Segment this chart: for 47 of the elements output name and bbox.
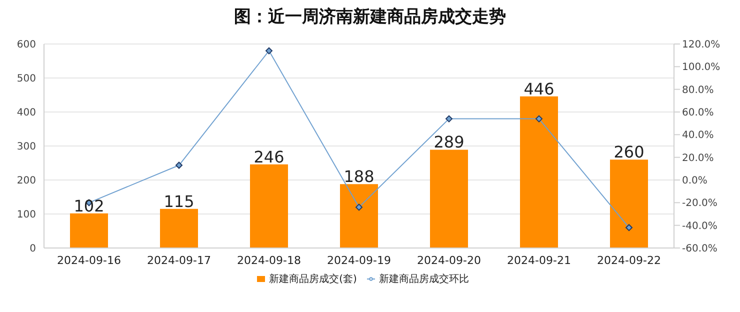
data-label: 188 [344, 167, 374, 186]
y2-tick-label: 20.0% [682, 152, 714, 164]
y2-tick-label: -20.0% [682, 198, 718, 210]
x-tick-label: 2024-09-21 [507, 254, 571, 267]
legend-label: 新建商品房成交(套) [269, 274, 357, 285]
x-tick-label: 2024-09-22 [597, 254, 661, 267]
point [176, 162, 182, 169]
y-tick-label: 200 [16, 176, 36, 187]
y-tick-label: 600 [16, 40, 36, 51]
point [266, 47, 272, 54]
point [626, 224, 632, 232]
y2-tick-label: 100.0% [682, 62, 720, 74]
y2-tick-label: 60.0% [682, 108, 714, 119]
bar [70, 213, 108, 248]
x-tick-label: 2024-09-17 [147, 254, 211, 267]
data-label: 102 [74, 196, 104, 216]
y2-tick-label: 0.0% [682, 176, 708, 187]
x-tick-label: 2024-09-20 [417, 254, 481, 267]
chart-title: 图：近一周济南新建商品房成交走势 [233, 6, 507, 29]
y2-tick-label: 120.0% [682, 40, 720, 51]
y-tick-label: 500 [16, 74, 36, 85]
y-tick-label: 0 [30, 244, 36, 255]
data-label: 246 [254, 147, 284, 166]
y-tick-label: 400 [16, 108, 36, 119]
data-label: 115 [164, 192, 194, 211]
bar [340, 184, 378, 248]
bar [160, 208, 198, 248]
data-label: 446 [524, 79, 554, 98]
bar [430, 150, 468, 248]
bar [610, 160, 648, 248]
point [446, 115, 452, 122]
x-tick-label: 2024-09-16 [57, 254, 121, 267]
y2-tick-label: 40.0% [682, 130, 714, 142]
bar [520, 96, 558, 248]
data-label: 260 [614, 142, 644, 162]
legend-label: 新建商品房成交环比 [378, 274, 469, 285]
y-tick-label: 300 [16, 142, 36, 153]
data-label: 289 [434, 132, 464, 152]
x-tick-label: 2024-09-18 [237, 254, 301, 267]
y-tick-label: 100 [16, 210, 36, 221]
bar [250, 164, 288, 248]
y2-tick-label: 80.0% [682, 84, 714, 96]
point [356, 204, 362, 211]
x-tick-label: 2024-09-19 [327, 254, 391, 267]
y2-tick-label: -60.0% [682, 244, 718, 255]
y2-tick-label: -40.0% [682, 220, 718, 232]
point [536, 115, 542, 122]
